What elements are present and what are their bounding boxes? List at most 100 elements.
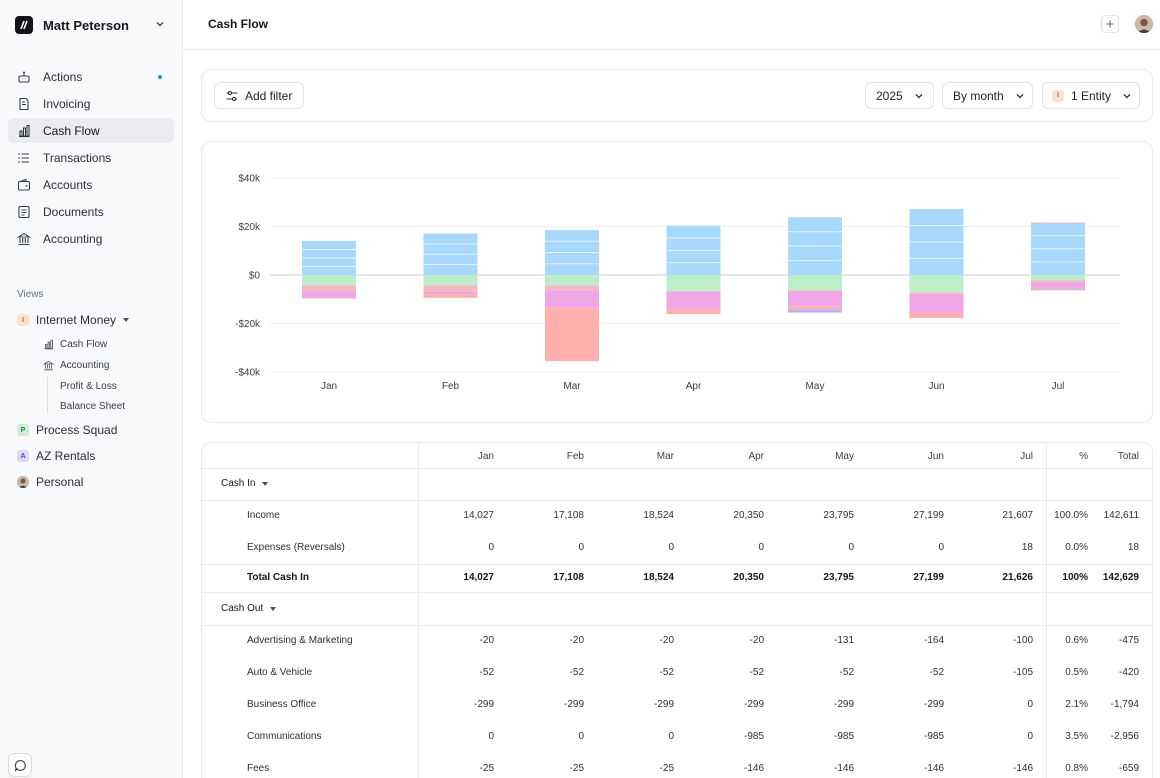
y-tick-label: $0 — [249, 271, 261, 282]
row-separator — [202, 592, 1152, 593]
view-label: Internet Money — [36, 313, 117, 327]
sliders-icon — [226, 90, 238, 101]
subview-profit-loss[interactable]: Profit & Loss — [43, 378, 117, 394]
tree-line — [47, 377, 48, 413]
table-cell: 0 — [578, 542, 584, 553]
table-cell: 14,027 — [463, 510, 494, 521]
caret-down-icon[interactable] — [123, 318, 130, 322]
table-cell: -52 — [749, 667, 764, 678]
pct-cell: 0.8% — [1065, 763, 1088, 774]
subview-cash-flow[interactable]: Cash Flow — [43, 336, 107, 352]
plus-icon — [1106, 20, 1114, 28]
nav-item-cash-flow[interactable]: Cash Flow — [8, 118, 174, 143]
workspace-switcher[interactable]: Matt Peterson — [8, 12, 174, 38]
view-badge: A — [17, 450, 29, 462]
y-tick-label: -$20k — [235, 319, 261, 330]
bar-segment — [1031, 275, 1085, 281]
table-cell: 23,795 — [823, 510, 854, 521]
year-select[interactable]: 2025 — [865, 82, 934, 109]
view-internet-money[interactable]: I Internet Money — [17, 311, 130, 329]
x-tick-label: Jun — [928, 381, 944, 392]
subview-label: Accounting — [60, 359, 110, 371]
nav-label: Cash Flow — [43, 123, 100, 138]
add-filter-button[interactable]: Add filter — [214, 82, 304, 109]
y-tick-label: -$40k — [235, 368, 261, 379]
chat-help-button[interactable] — [8, 753, 32, 777]
section-cash-in[interactable]: Cash In — [221, 478, 269, 489]
table-cell: -20 — [749, 635, 764, 646]
subview-label: Profit & Loss — [60, 380, 117, 392]
column-header: Mar — [656, 451, 674, 462]
nav-item-accounts[interactable]: Accounts — [8, 172, 174, 197]
nav-item-invoicing[interactable]: Invoicing — [8, 91, 174, 116]
pct-cell: 100.0% — [1054, 510, 1088, 521]
nav-item-accounting[interactable]: Accounting — [8, 226, 174, 251]
total-cell: 142,629 — [1102, 572, 1139, 583]
pct-cell: 3.5% — [1065, 731, 1088, 742]
table-cell: 0 — [668, 542, 674, 553]
table-cell: 18 — [1021, 542, 1033, 553]
table-cell: -985 — [743, 731, 764, 742]
row-separator — [202, 468, 1152, 469]
row-label: Fees — [247, 763, 270, 774]
chat-bubble-icon — [14, 759, 26, 772]
column-header: Feb — [566, 451, 584, 462]
bar-segment — [1031, 282, 1085, 288]
subview-label: Balance Sheet — [60, 400, 126, 412]
view-personal[interactable]: Personal — [17, 473, 83, 491]
table-row: Total Cash In 14,027 17,108 18,524 20,350 23,… — [202, 572, 1152, 586]
bar-segment — [545, 285, 599, 291]
entity-select[interactable]: I 1 Entity — [1042, 82, 1140, 109]
user-avatar[interactable] — [1135, 15, 1153, 33]
table-cell: -146 — [1012, 763, 1033, 774]
subview-balance-sheet[interactable]: Balance Sheet — [43, 398, 125, 414]
sidebar: Matt Peterson Actions Invoicing Cash Flo… — [0, 0, 183, 778]
table-cell: 23,795 — [823, 572, 854, 583]
pct-cell: 0.0% — [1065, 542, 1088, 553]
view-process-squad[interactable]: P Process Squad — [17, 421, 117, 439]
table-cell: -20 — [659, 635, 674, 646]
add-button[interactable] — [1101, 15, 1119, 33]
table-cell: 18,524 — [643, 572, 674, 583]
nav-item-actions[interactable]: Actions — [8, 64, 174, 89]
chart-canvas: $40k $20k $0 -$20k -$40k Jan Feb Mar Apr May Jun Ju… — [235, 174, 1120, 392]
bar-segment — [909, 275, 964, 293]
bar-segment — [666, 275, 721, 291]
workspace-name: Matt Peterson — [43, 17, 129, 33]
total-cell: 142,611 — [1103, 510, 1139, 521]
table-cell: 18,524 — [643, 510, 674, 521]
wallet-icon — [17, 178, 31, 192]
bar-segment — [909, 312, 964, 318]
nav-label: Actions — [43, 69, 83, 84]
views-section-title: Views — [17, 289, 44, 300]
bar-segment — [1031, 280, 1085, 283]
bar-segment — [302, 275, 356, 286]
column-divider — [1046, 443, 1047, 778]
bar-segment — [1031, 287, 1085, 290]
table-cell: 0 — [758, 542, 764, 553]
table-cell: -52 — [659, 667, 674, 678]
bar-chart-icon — [17, 124, 31, 138]
view-az-rentals[interactable]: A AZ Rentals — [17, 447, 95, 465]
table-cell: -299 — [743, 699, 764, 710]
section-label: Cash Out — [221, 603, 264, 614]
nav-label: Accounts — [43, 177, 93, 192]
subview-label: Cash Flow — [60, 338, 108, 350]
section-cash-out[interactable]: Cash Out — [221, 603, 277, 614]
bar-segment — [545, 275, 599, 286]
table-cell: -164 — [923, 635, 944, 646]
table-header: Jan Feb Mar Apr May Jun Jul% Total — [202, 451, 1152, 465]
caret-down-icon — [262, 481, 269, 486]
nav-item-transactions[interactable]: Transactions — [8, 145, 174, 170]
document-icon — [17, 205, 31, 219]
nav-item-documents[interactable]: Documents — [8, 199, 174, 224]
x-tick-label: Jan — [321, 381, 337, 392]
app-logo-icon — [15, 16, 33, 34]
subview-accounting[interactable]: Accounting — [43, 357, 109, 373]
column-header: Jan — [477, 451, 494, 462]
view-label: Personal — [36, 475, 84, 489]
period-select[interactable]: By month — [942, 82, 1033, 109]
row-separator — [202, 500, 1152, 501]
table-cell: 27,199 — [913, 510, 944, 521]
x-tick-label: Feb — [442, 381, 460, 392]
